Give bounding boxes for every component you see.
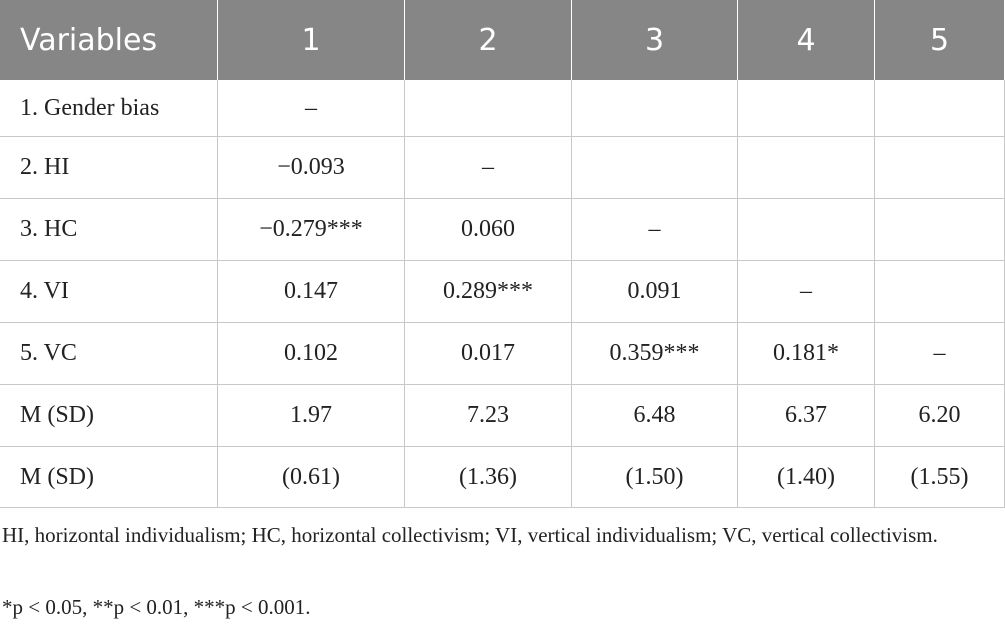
- table-cell: 1: [218, 0, 405, 80]
- empty-cell: [738, 80, 875, 137]
- empty-cell: [572, 80, 738, 137]
- table-cell: 0.359***: [572, 323, 738, 385]
- table-cell: –: [875, 323, 1005, 385]
- table-cell: 4: [738, 0, 875, 80]
- table-cell: (0.61): [218, 447, 405, 508]
- table-cell: 6.20: [875, 385, 1005, 447]
- table-cell: 0.091: [572, 261, 738, 323]
- empty-cell: [875, 199, 1005, 261]
- table-cell: –: [738, 261, 875, 323]
- table-cell: 0.060: [405, 199, 572, 261]
- table-cell: 0.147: [218, 261, 405, 323]
- table-cell: 6.37: [738, 385, 875, 447]
- table-cell: 5: [875, 0, 1005, 80]
- table-cell: (1.55): [875, 447, 1005, 508]
- table-cell: 3: [572, 0, 738, 80]
- table-cell: (1.40): [738, 447, 875, 508]
- empty-cell: [738, 199, 875, 261]
- table-cell: 0.102: [218, 323, 405, 385]
- table-cell: 1. Gender bias: [0, 80, 218, 137]
- footnote: HI, horizontal individualism; HC, horizo…: [2, 523, 938, 547]
- table-cell: –: [218, 80, 405, 137]
- table-cell: 0.181*: [738, 323, 875, 385]
- table-cell: Variables: [0, 0, 218, 80]
- table-cell: –: [572, 199, 738, 261]
- table-cell: 0.017: [405, 323, 572, 385]
- table-cell: 2: [405, 0, 572, 80]
- table-cell: 0.289***: [405, 261, 572, 323]
- table-cell: –: [405, 137, 572, 199]
- table-cell: 7.23: [405, 385, 572, 447]
- table-cell: −0.093: [218, 137, 405, 199]
- table-cell: −0.279***: [218, 199, 405, 261]
- table-cell: 1.97: [218, 385, 405, 447]
- table-cell: 2. HI: [0, 137, 218, 199]
- footnote: *p < 0.05, **p < 0.01, ***p < 0.001.: [2, 595, 311, 619]
- table-cell: 6.48: [572, 385, 738, 447]
- table-cell: M (SD): [0, 385, 218, 447]
- empty-cell: [405, 80, 572, 137]
- table-cell: 3. HC: [0, 199, 218, 261]
- empty-cell: [875, 137, 1005, 199]
- table-cell: 5. VC: [0, 323, 218, 385]
- empty-cell: [875, 261, 1005, 323]
- table-cell: 4. VI: [0, 261, 218, 323]
- empty-cell: [572, 137, 738, 199]
- table-cell: (1.50): [572, 447, 738, 508]
- empty-cell: [875, 80, 1005, 137]
- table-cell: M (SD): [0, 447, 218, 508]
- empty-cell: [738, 137, 875, 199]
- table-cell: (1.36): [405, 447, 572, 508]
